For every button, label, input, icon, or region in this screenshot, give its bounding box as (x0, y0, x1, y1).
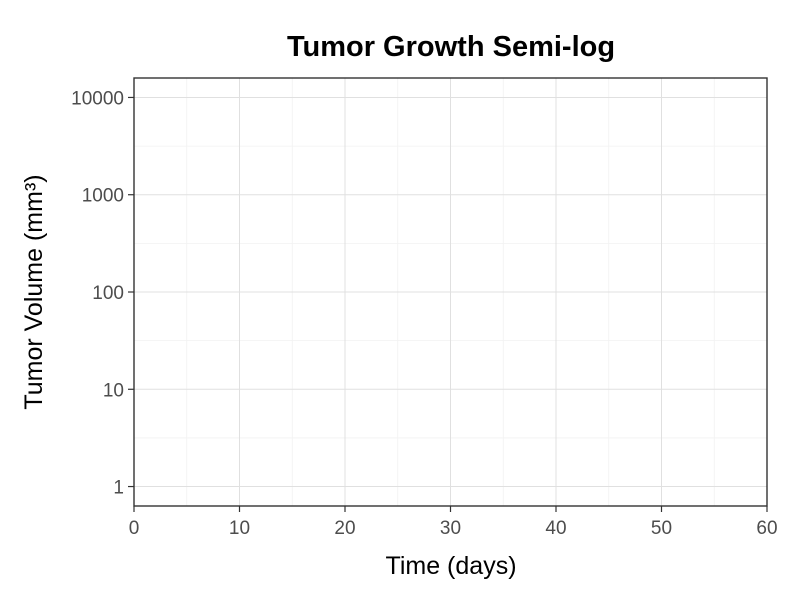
x-tick-label-1: 10 (229, 518, 250, 539)
x-tick-label-5: 50 (651, 518, 672, 539)
y-tick-label-4: 10000 (71, 88, 124, 109)
x-tick-label-2: 20 (334, 518, 355, 539)
x-axis: 0 10 20 30 40 50 60 (129, 506, 778, 539)
x-tick-label-4: 40 (545, 518, 566, 539)
major-gridlines (133, 78, 768, 506)
x-tick-label-3: 30 (440, 518, 461, 539)
chart-title: Tumor Growth Semi-log (287, 31, 615, 63)
y-tick-label-3: 1000 (82, 186, 124, 207)
y-tick-label-2: 100 (92, 283, 124, 304)
y-axis: 1 10 100 1000 10000 (71, 88, 134, 499)
y-axis-label: Tumor Volume (mm³) (20, 174, 48, 409)
x-tick-label-0: 0 (129, 518, 140, 539)
y-tick-label-1: 10 (103, 380, 124, 401)
y-tick-label-0: 1 (113, 478, 124, 499)
x-tick-label-6: 60 (756, 518, 777, 539)
x-axis-label: Time (days) (385, 552, 516, 580)
